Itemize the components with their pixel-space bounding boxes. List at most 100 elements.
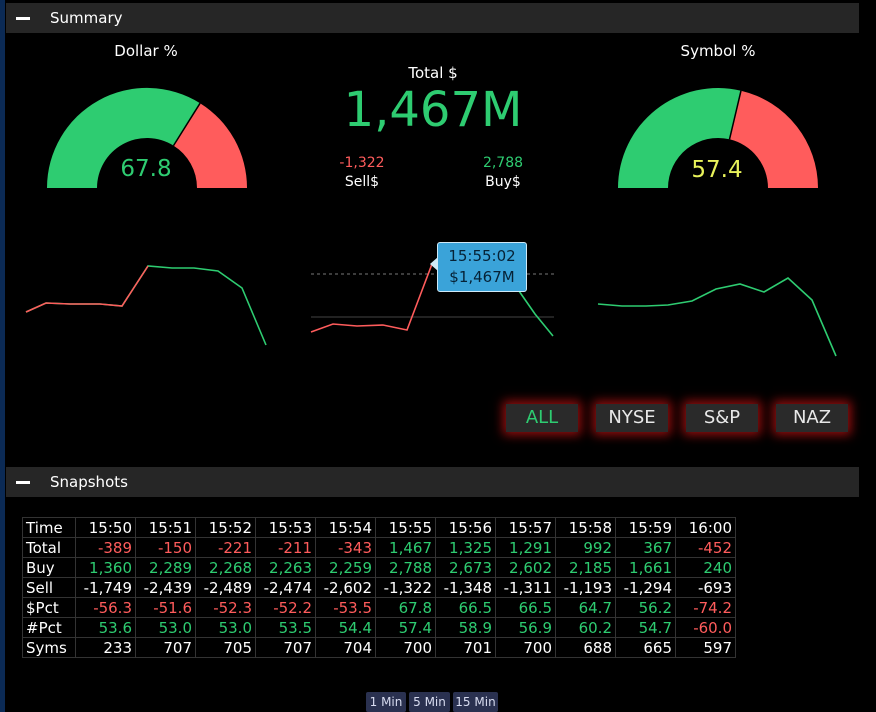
table-cell: 700 <box>375 637 436 658</box>
column-header: 15:52 <box>195 517 256 538</box>
table-cell: -56.3 <box>75 597 136 618</box>
table-cell: 2,259 <box>315 557 376 578</box>
market-button-all[interactable]: ALL <box>506 404 578 432</box>
table-cell: -2,439 <box>135 577 196 598</box>
snapshots-table: Time 15:50 15:51 15:52 15:53 15:54 15:55 15:56 1… <box>22 517 736 658</box>
total-sparkline-buy <box>518 290 554 337</box>
dollar-gauge-title: Dollar % <box>114 42 178 60</box>
table-cell: -2,489 <box>195 577 256 598</box>
table-cell: 1,325 <box>435 537 496 558</box>
table-cell: 2,289 <box>135 557 196 578</box>
collapse-icon[interactable] <box>16 480 30 484</box>
table-cell: -389 <box>75 537 136 558</box>
table-cell: -53.5 <box>315 597 376 618</box>
table-cell: 57.4 <box>375 617 436 638</box>
column-header: 15:50 <box>75 517 136 538</box>
table-header-row: Time 15:50 15:51 15:52 15:53 15:54 15:55 15:56 1… <box>22 517 736 538</box>
dollar-gauge <box>46 87 248 188</box>
column-header: Time <box>22 517 76 538</box>
table-cell: -1,348 <box>435 577 496 598</box>
table-cell: 707 <box>135 637 196 658</box>
column-header: 15:51 <box>135 517 196 538</box>
table-cell: 66.5 <box>495 597 556 618</box>
total-sparkline-sell <box>310 263 433 333</box>
table-cell: 60.2 <box>555 617 616 638</box>
table-cell: 64.7 <box>555 597 616 618</box>
table-cell: 66.5 <box>435 597 496 618</box>
column-header: 15:56 <box>435 517 496 538</box>
table-row: #Pct 53.6 53.0 53.0 53.5 54.4 57.4 58.9 56.9 60.2… <box>22 617 736 638</box>
column-header: 15:53 <box>255 517 316 538</box>
tooltip-value: $1,467M <box>449 268 515 286</box>
table-cell: -1,294 <box>615 577 676 598</box>
dollar-gauge-negative-arc <box>173 103 248 188</box>
table-cell: -693 <box>675 577 736 598</box>
table-row: Syms 233 707 705 707 704 700 701 700 688 665 597 <box>22 637 736 658</box>
table-cell: 233 <box>75 637 136 658</box>
table-cell: 53.0 <box>195 617 256 638</box>
symbol-sparkline <box>597 277 837 357</box>
table-cell: 53.0 <box>135 617 196 638</box>
table-cell: -60.0 <box>675 617 736 638</box>
table-row: Buy 1,360 2,289 2,268 2,263 2,259 2,788 2,673 2,… <box>22 557 736 578</box>
column-header: 15:58 <box>555 517 616 538</box>
snapshots-header[interactable]: Snapshots <box>6 467 859 497</box>
table-row: $Pct -56.3 -51.6 -52.3 -52.2 -53.5 67.8 66.5 66.… <box>22 597 736 618</box>
table-cell: -2,602 <box>315 577 376 598</box>
table-cell: 597 <box>675 637 736 658</box>
dollar-sparkline-sell <box>25 265 149 313</box>
buy-value: 2,788 <box>482 155 524 171</box>
table-cell: -1,749 <box>75 577 136 598</box>
table-cell: 1,467 <box>375 537 436 558</box>
table-cell: 53.6 <box>75 617 136 638</box>
total-sparkline[interactable] <box>309 245 559 345</box>
symbol-gauge-negative-arc <box>729 90 818 188</box>
collapse-icon[interactable] <box>16 16 30 20</box>
table-cell: 2,788 <box>375 557 436 578</box>
table-cell: 240 <box>675 557 736 578</box>
table-cell: 67.8 <box>375 597 436 618</box>
total-label: Total $ <box>408 64 458 82</box>
table-cell: -1,322 <box>375 577 436 598</box>
table-cell: 54.4 <box>315 617 376 638</box>
market-button-nyse[interactable]: NYSE <box>596 404 668 432</box>
interval-1min-button[interactable]: 1 Min <box>366 692 406 712</box>
table-cell: 58.9 <box>435 617 496 638</box>
market-button-sp[interactable]: S&P <box>686 404 758 432</box>
table-row: Sell -1,749 -2,439 -2,489 -2,474 -2,602 -1,322… <box>22 577 736 598</box>
market-button-naz[interactable]: NAZ <box>776 404 848 432</box>
summary-title: Summary <box>50 9 123 27</box>
symbol-gauge-title: Symbol % <box>680 42 756 60</box>
table-cell: 701 <box>435 637 496 658</box>
column-header: 15:55 <box>375 517 436 538</box>
symbol-gauge-positive-arc <box>618 88 741 188</box>
table-cell: 367 <box>615 537 676 558</box>
table-cell: 705 <box>195 637 256 658</box>
table-cell: 2,185 <box>555 557 616 578</box>
table-row: Total -389 -150 -221 -211 -343 1,467 1,325 1,291… <box>22 537 736 558</box>
dollar-gauge-value: 67.8 <box>120 156 172 182</box>
dollar-gauge-divider <box>172 102 201 146</box>
interval-5min-button[interactable]: 5 Min <box>409 692 450 712</box>
table-cell: 2,268 <box>195 557 256 578</box>
table-cell: -51.6 <box>135 597 196 618</box>
table-cell: 1,661 <box>615 557 676 578</box>
table-cell: 2,263 <box>255 557 316 578</box>
interval-15min-button[interactable]: 15 Min <box>453 692 498 712</box>
table-cell: -221 <box>195 537 256 558</box>
table-cell: -52.3 <box>195 597 256 618</box>
table-cell: -1,193 <box>555 577 616 598</box>
dollar-sparkline <box>25 265 267 346</box>
table-cell: 1,291 <box>495 537 556 558</box>
chart-tooltip: 15:55:02 $1,467M <box>430 242 527 292</box>
table-cell: 2,602 <box>495 557 556 578</box>
table-cell: -1,311 <box>495 577 556 598</box>
table-cell: -2,474 <box>255 577 316 598</box>
sell-value: -1,322 <box>339 155 385 171</box>
table-cell: 53.5 <box>255 617 316 638</box>
symbol-gauge <box>618 88 818 188</box>
summary-header[interactable]: Summary <box>6 3 859 33</box>
column-header: 15:59 <box>615 517 676 538</box>
table-cell: 1,360 <box>75 557 136 578</box>
symbol-gauge-divider <box>728 90 742 140</box>
